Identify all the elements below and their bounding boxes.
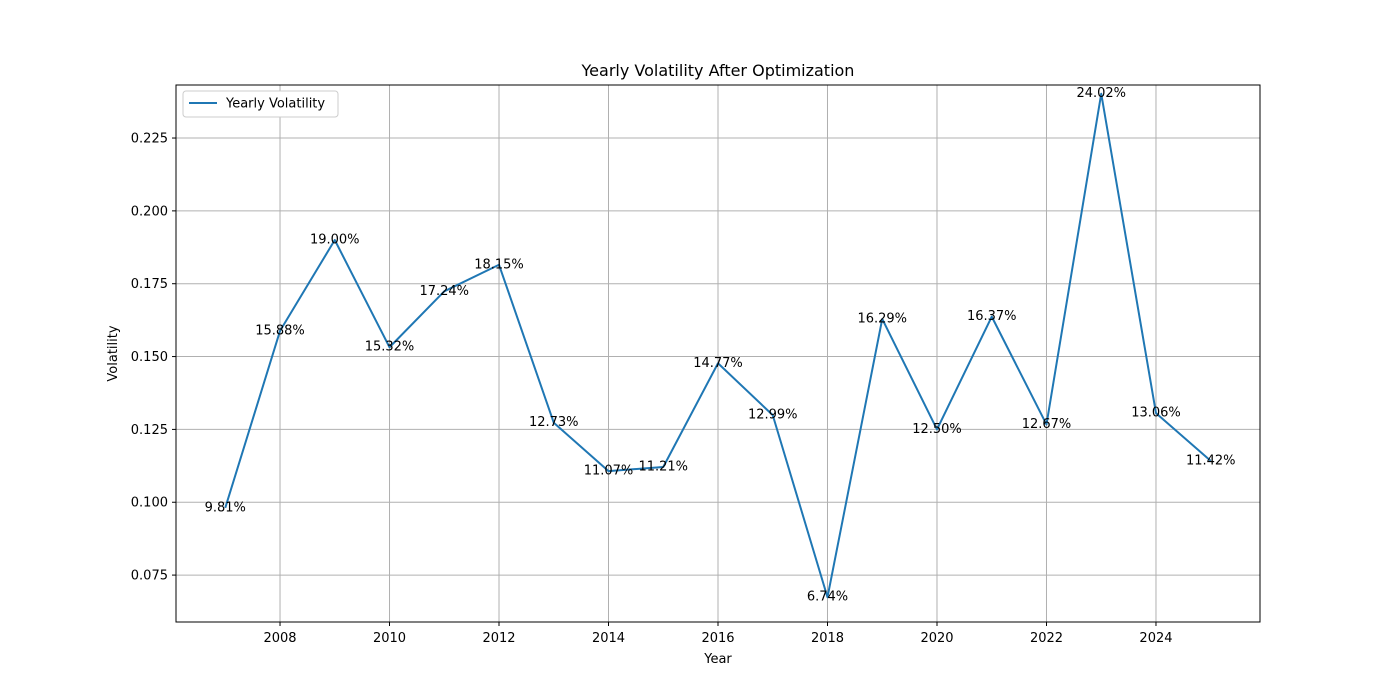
data-label: 11.42% (1186, 453, 1236, 468)
x-tick-label: 2014 (592, 631, 625, 646)
data-label: 15.88% (255, 323, 305, 338)
data-label: 12.73% (529, 415, 579, 430)
y-tick-label: 0.175 (131, 277, 168, 292)
legend: Yearly Volatility (182, 90, 339, 118)
y-tick-label: 0.200 (131, 204, 168, 219)
data-label: 12.67% (1022, 417, 1072, 432)
x-tick-label: 2010 (373, 631, 406, 646)
data-label: 14.77% (693, 356, 743, 371)
grid (176, 85, 1260, 622)
x-tick-label: 2008 (263, 631, 296, 646)
x-tick-label: 2022 (1030, 631, 1063, 646)
y-tick-label: 0.225 (131, 132, 168, 147)
y-tick-label: 0.100 (131, 496, 168, 511)
data-label: 18.15% (474, 257, 524, 272)
series-lines (224, 92, 1212, 599)
data-label: 17.24% (419, 284, 469, 299)
data-label: 6.74% (807, 590, 848, 605)
data-label: 11.21% (638, 459, 688, 474)
axis-ticks: 2008 2010 2012 2014 2016 2018 2020 2022 2024 0.07… (131, 132, 1173, 646)
x-tick-label: 2018 (811, 631, 844, 646)
data-label: 12.99% (748, 408, 798, 423)
data-label: 15.32% (365, 340, 415, 355)
y-tick-label: 0.150 (131, 350, 168, 365)
x-axis-label: Year (703, 652, 732, 667)
y-tick-label: 0.075 (131, 569, 168, 584)
x-tick-label: 2012 (482, 631, 515, 646)
data-label: 16.37% (967, 309, 1017, 324)
data-label: 16.29% (857, 311, 907, 326)
series-line-yearly-volatility (224, 92, 1212, 599)
legend-box (182, 90, 339, 118)
data-label: 11.07% (584, 464, 634, 479)
data-label: 12.50% (912, 422, 962, 437)
legend-label-yearly-volatility: Yearly Volatility (225, 97, 325, 112)
y-tick-label: 0.125 (131, 423, 168, 438)
data-label: 24.02% (1076, 86, 1126, 101)
data-labels: 9.81% 15.88% 19.00% 15.32% 17.24% 18.15% 12.73… (205, 86, 1236, 604)
data-label: 13.06% (1131, 406, 1181, 421)
data-label: 19.00% (310, 233, 360, 248)
x-tick-label: 2020 (920, 631, 953, 646)
x-tick-label: 2016 (701, 631, 734, 646)
x-tick-label: 2024 (1139, 631, 1172, 646)
y-axis-label: Volatility (106, 325, 121, 381)
chart-title: Yearly Volatility After Optimization (581, 61, 855, 80)
data-label: 9.81% (205, 500, 246, 515)
